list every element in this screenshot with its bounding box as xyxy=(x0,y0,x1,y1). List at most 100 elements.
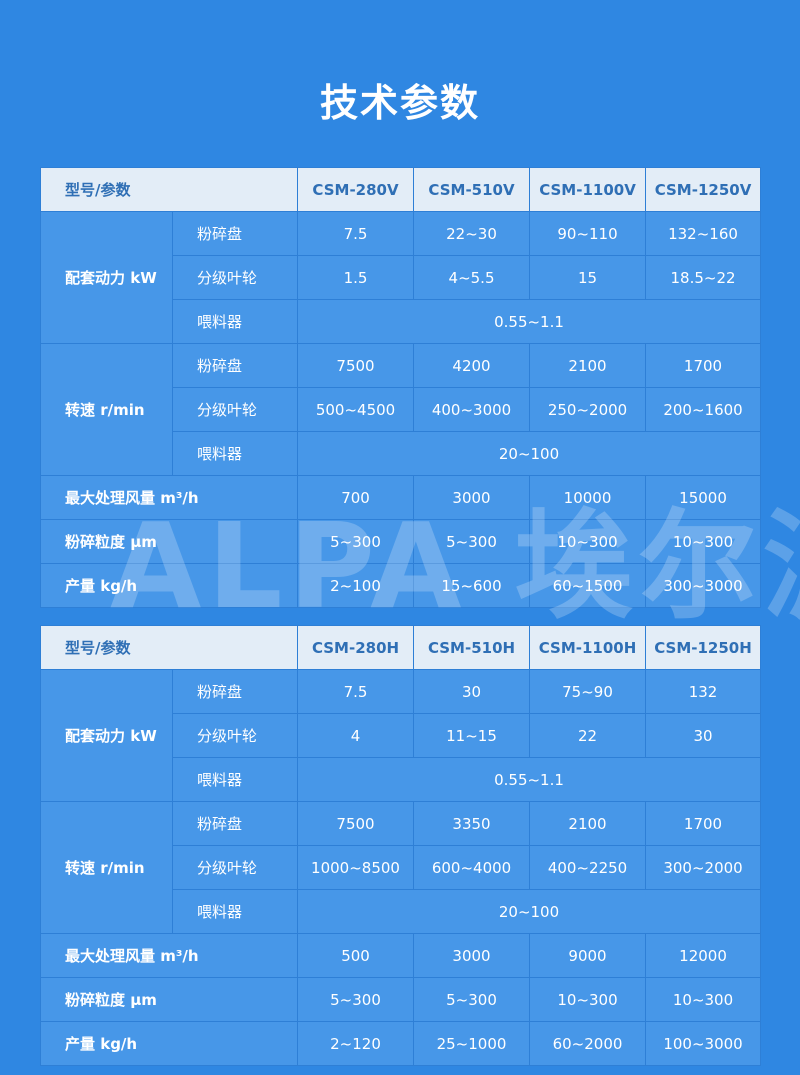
table-row: 最大处理风量 m³/h 500 3000 9000 12000 xyxy=(39,933,762,978)
value-cell: 90~110 xyxy=(529,211,647,256)
model-header: CSM-1100V xyxy=(529,167,647,212)
table-row: 配套动力 kW 粉碎盘 7.5 22~30 90~110 132~160 xyxy=(40,211,762,344)
value-cell: 75~90 xyxy=(529,669,647,714)
table-row: 转速 r/min 粉碎盘 7500 3350 2100 1700 xyxy=(40,801,762,934)
value-cell: 15 xyxy=(529,255,647,300)
value-cell: 0.55~1.1 xyxy=(297,299,762,344)
value-cell: 7.5 xyxy=(297,669,415,714)
model-header: CSM-510H xyxy=(413,625,531,670)
param-label: 转速 r/min xyxy=(40,343,173,476)
table-row: 粉碎粒度 μm 5~300 5~300 10~300 10~300 xyxy=(39,977,762,1022)
sub-param-label: 喂料器 xyxy=(171,431,299,476)
table-row: 分级叶轮 1.5 4~5.5 15 18.5~22 xyxy=(41,255,762,300)
value-cell: 132~160 xyxy=(645,211,762,256)
value-cell: 5~300 xyxy=(413,519,531,564)
value-cell: 60~2000 xyxy=(529,1021,647,1066)
value-cell: 3350 xyxy=(413,801,531,846)
table-row: 喂料器 0.55~1.1 xyxy=(41,299,762,344)
value-cell: 22 xyxy=(529,713,647,758)
spec-table-h: 型号/参数 CSM-280H CSM-510H CSM-1100H CSM-1250H 配… xyxy=(39,625,762,1066)
table-row: 转速 r/min 粉碎盘 7500 4200 2100 1700 xyxy=(40,343,762,476)
param-label: 最大处理风量 m³/h xyxy=(39,933,299,978)
value-cell: 2100 xyxy=(529,801,647,846)
sub-param-label: 粉碎盘 xyxy=(171,801,299,846)
param-label: 产量 kg/h xyxy=(39,1021,299,1066)
value-cell: 10000 xyxy=(529,475,647,520)
value-cell: 400~3000 xyxy=(413,387,531,432)
header-row: 型号/参数 CSM-280H CSM-510H CSM-1100H CSM-1250H xyxy=(39,625,762,670)
value-cell: 11~15 xyxy=(413,713,531,758)
value-cell: 400~2250 xyxy=(529,845,647,890)
value-cell: 60~1500 xyxy=(529,563,647,608)
value-cell: 200~1600 xyxy=(645,387,762,432)
value-cell: 30 xyxy=(645,713,762,758)
model-header: CSM-510V xyxy=(413,167,531,212)
value-cell: 3000 xyxy=(413,933,531,978)
value-cell: 700 xyxy=(297,475,415,520)
model-header: CSM-1250H xyxy=(645,625,762,670)
value-cell: 132 xyxy=(645,669,762,714)
value-cell: 20~100 xyxy=(297,431,762,476)
value-cell: 4~5.5 xyxy=(413,255,531,300)
model-header: CSM-280V xyxy=(297,167,415,212)
value-cell: 15~600 xyxy=(413,563,531,608)
value-cell: 25~1000 xyxy=(413,1021,531,1066)
value-cell: 18.5~22 xyxy=(645,255,762,300)
value-cell: 500~4500 xyxy=(297,387,415,432)
sub-param-label: 喂料器 xyxy=(171,299,299,344)
table-row: 喂料器 20~100 xyxy=(41,431,762,476)
value-cell: 2100 xyxy=(529,343,647,388)
param-label: 粉碎粒度 μm xyxy=(39,977,299,1022)
table-row: 粉碎粒度 μm 5~300 5~300 10~300 10~300 xyxy=(39,519,762,564)
value-cell: 1700 xyxy=(645,801,762,846)
value-cell: 250~2000 xyxy=(529,387,647,432)
sub-param-label: 喂料器 xyxy=(171,889,299,934)
value-cell: 100~3000 xyxy=(645,1021,762,1066)
table-row: 最大处理风量 m³/h 700 3000 10000 15000 xyxy=(39,475,762,520)
value-cell: 22~30 xyxy=(413,211,531,256)
value-cell: 1000~8500 xyxy=(297,845,415,890)
param-label: 最大处理风量 m³/h xyxy=(39,475,299,520)
value-cell: 4 xyxy=(297,713,415,758)
sub-param-label: 喂料器 xyxy=(171,757,299,802)
table-row: 配套动力 kW 粉碎盘 7.5 30 75~90 132 xyxy=(40,669,762,802)
value-cell: 5~300 xyxy=(297,977,415,1022)
header-label: 型号/参数 xyxy=(39,167,299,212)
param-label: 配套动力 kW xyxy=(40,211,173,344)
value-cell: 500 xyxy=(297,933,415,978)
sub-param-label: 粉碎盘 xyxy=(171,669,299,714)
sub-param-label: 粉碎盘 xyxy=(171,211,299,256)
value-cell: 1700 xyxy=(645,343,762,388)
value-cell: 20~100 xyxy=(297,889,762,934)
param-label: 产量 kg/h xyxy=(39,563,299,608)
model-header: CSM-280H xyxy=(297,625,415,670)
table-row: 产量 kg/h 2~120 25~1000 60~2000 100~3000 xyxy=(39,1021,762,1066)
model-header: CSM-1100H xyxy=(529,625,647,670)
value-cell: 10~300 xyxy=(645,519,762,564)
value-cell: 7500 xyxy=(297,801,415,846)
value-cell: 30 xyxy=(413,669,531,714)
value-cell: 7500 xyxy=(297,343,415,388)
value-cell: 300~2000 xyxy=(645,845,762,890)
value-cell: 9000 xyxy=(529,933,647,978)
model-header: CSM-1250V xyxy=(645,167,762,212)
sub-param-label: 粉碎盘 xyxy=(171,343,299,388)
value-cell: 5~300 xyxy=(413,977,531,1022)
table-row: 喂料器 0.55~1.1 xyxy=(41,757,762,802)
sub-param-label: 分级叶轮 xyxy=(171,255,299,300)
value-cell: 600~4000 xyxy=(413,845,531,890)
value-cell: 2~100 xyxy=(297,563,415,608)
param-label: 粉碎粒度 μm xyxy=(39,519,299,564)
value-cell: 3000 xyxy=(413,475,531,520)
value-cell: 0.55~1.1 xyxy=(297,757,762,802)
table-row: 分级叶轮 4 11~15 22 30 xyxy=(41,713,762,758)
param-label: 配套动力 kW xyxy=(40,669,173,802)
value-cell: 2~120 xyxy=(297,1021,415,1066)
value-cell: 10~300 xyxy=(529,977,647,1022)
header-row: 型号/参数 CSM-280V CSM-510V CSM-1100V CSM-1250V xyxy=(39,167,762,212)
spec-table-v: 型号/参数 CSM-280V CSM-510V CSM-1100V CSM-1250V 配… xyxy=(39,167,762,608)
table-row: 分级叶轮 1000~8500 600~4000 400~2250 300~2000 xyxy=(41,845,762,890)
table-row: 喂料器 20~100 xyxy=(41,889,762,934)
value-cell: 300~3000 xyxy=(645,563,762,608)
sub-param-label: 分级叶轮 xyxy=(171,387,299,432)
